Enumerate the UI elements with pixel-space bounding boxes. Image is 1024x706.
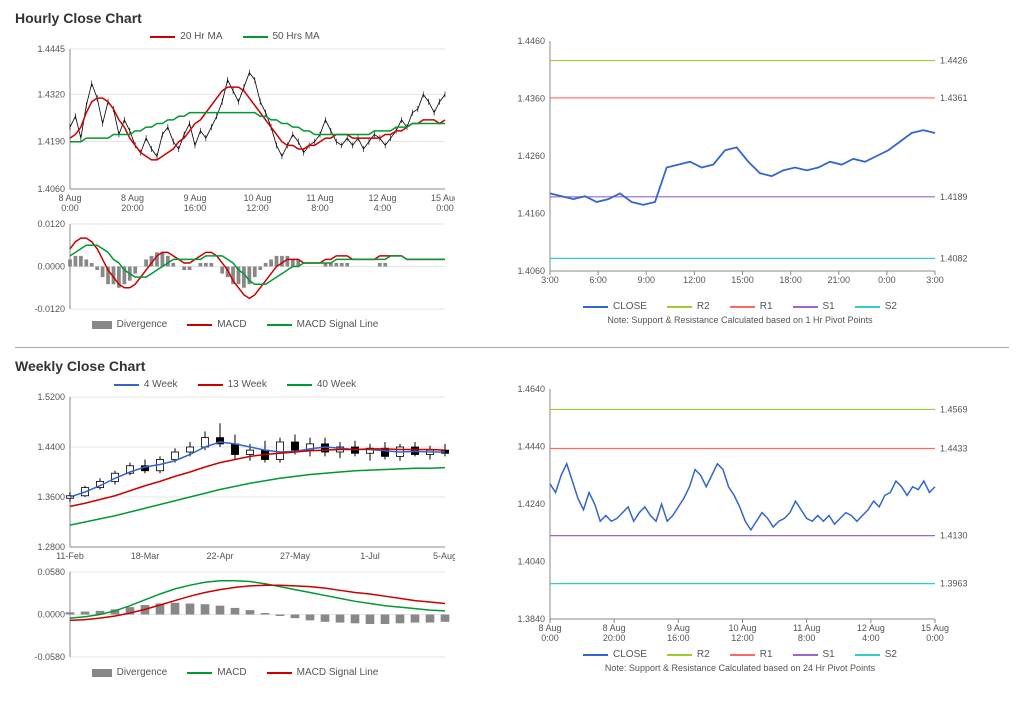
svg-text:9:00: 9:00 [637,275,655,285]
svg-text:10 Aug12:00: 10 Aug12:00 [728,623,756,643]
svg-text:0.0120: 0.0120 [37,219,65,229]
svg-text:1.4130: 1.4130 [940,531,968,541]
svg-text:1.4361: 1.4361 [940,93,968,103]
svg-text:1.5200: 1.5200 [37,392,65,402]
svg-text:12 Aug4:00: 12 Aug4:00 [857,623,885,643]
svg-text:1.4240: 1.4240 [517,499,545,509]
svg-text:0:00: 0:00 [878,275,896,285]
svg-text:1.4190: 1.4190 [37,137,65,147]
svg-text:11 Aug8:00: 11 Aug8:00 [306,193,333,213]
svg-text:1.4445: 1.4445 [37,44,65,54]
svg-text:21:00: 21:00 [827,275,850,285]
svg-text:0.0000: 0.0000 [37,262,65,272]
svg-text:1-Jul: 1-Jul [360,551,380,561]
svg-text:15 Aug0:00: 15 Aug0:00 [921,623,949,643]
weekly-title: Weekly Close Chart [15,358,1009,374]
svg-text:1.4360: 1.4360 [517,94,545,104]
svg-text:18-Mar: 18-Mar [131,551,160,561]
svg-text:1.4320: 1.4320 [37,89,65,99]
svg-text:1.4440: 1.4440 [517,442,545,452]
section-divider [15,347,1009,348]
svg-text:1.3963: 1.3963 [940,579,968,589]
svg-text:1.4160: 1.4160 [517,209,545,219]
hourly-main-chart: 1.44451.43201.41901.40608 Aug0:008 Aug20… [15,44,455,219]
weekly-pivot-legend: CLOSER2R1S1S2 [495,649,985,660]
svg-text:9 Aug16:00: 9 Aug16:00 [667,623,690,643]
svg-text:18:00: 18:00 [779,275,802,285]
svg-text:1.4569: 1.4569 [940,404,968,414]
weekly-macd-chart: 0.0580 0.0000 -0.0580 [15,567,455,667]
svg-text:1.4426: 1.4426 [940,56,968,66]
weekly-main-legend: 4 Week13 Week40 Week [15,379,455,390]
hourly-section: Hourly Close Chart 20 Hr MA50 Hrs MA 1.4… [15,10,1009,332]
svg-text:8 Aug0:00: 8 Aug0:00 [538,623,561,643]
weekly-macd-legend: DivergenceMACDMACD Signal Line [15,667,455,678]
svg-text:1.4433: 1.4433 [940,444,968,454]
svg-text:27-May: 27-May [280,551,311,561]
svg-text:15 Aug0:00: 15 Aug0:00 [431,193,455,213]
svg-text:-0.0120: -0.0120 [34,304,65,314]
svg-text:1.4189: 1.4189 [940,192,968,202]
svg-text:1.4460: 1.4460 [517,36,545,46]
svg-text:1.4640: 1.4640 [517,384,545,394]
svg-text:22-Apr: 22-Apr [206,551,233,561]
weekly-pivot-chart: 1.46401.44401.42401.40401.38408 Aug0:008… [495,379,985,649]
svg-text:11-Feb: 11-Feb [56,551,84,561]
svg-text:8 Aug20:00: 8 Aug20:00 [121,193,144,213]
svg-text:8 Aug20:00: 8 Aug20:00 [603,623,626,643]
svg-text:6:00: 6:00 [589,275,607,285]
svg-text:1.3600: 1.3600 [37,492,65,502]
hourly-pivot-note: Note: Support & Resistance Calculated ba… [495,315,985,325]
svg-text:1.4040: 1.4040 [517,557,545,567]
hourly-macd-legend: DivergenceMACDMACD Signal Line [15,319,455,330]
svg-text:-0.0580: -0.0580 [34,652,65,662]
weekly-pivot-note: Note: Support & Resistance Calculated ba… [495,663,985,673]
hourly-main-legend: 20 Hr MA50 Hrs MA [15,31,455,42]
svg-text:12 Aug4:00: 12 Aug4:00 [368,193,396,213]
svg-text:15:00: 15:00 [731,275,754,285]
svg-text:5-Aug: 5-Aug [433,551,455,561]
hourly-pivot-legend: CLOSER2R1S1S2 [495,301,985,312]
svg-text:11 Aug8:00: 11 Aug8:00 [793,623,820,643]
svg-text:0.0000: 0.0000 [37,610,65,620]
svg-text:10 Aug12:00: 10 Aug12:00 [243,193,271,213]
hourly-pivot-chart: 1.44601.43601.42601.41601.40603:006:009:… [495,31,985,301]
svg-text:3:00: 3:00 [541,275,559,285]
svg-text:9 Aug16:00: 9 Aug16:00 [183,193,206,213]
svg-text:1.4082: 1.4082 [940,253,968,263]
hourly-title: Hourly Close Chart [15,10,1009,26]
svg-text:0.0580: 0.0580 [37,567,65,577]
hourly-macd-chart: 0.0120 0.0000 -0.0120 [15,219,455,319]
svg-text:1.4260: 1.4260 [517,151,545,161]
svg-text:8 Aug0:00: 8 Aug0:00 [58,193,81,213]
svg-text:12:00: 12:00 [683,275,706,285]
weekly-section: Weekly Close Chart 4 Week13 Week40 Week … [15,358,1009,680]
svg-text:1.4400: 1.4400 [37,442,65,452]
weekly-main-chart: 1.52001.44001.36001.280011-Feb18-Mar22-A… [15,392,455,567]
svg-text:3:00: 3:00 [926,275,944,285]
